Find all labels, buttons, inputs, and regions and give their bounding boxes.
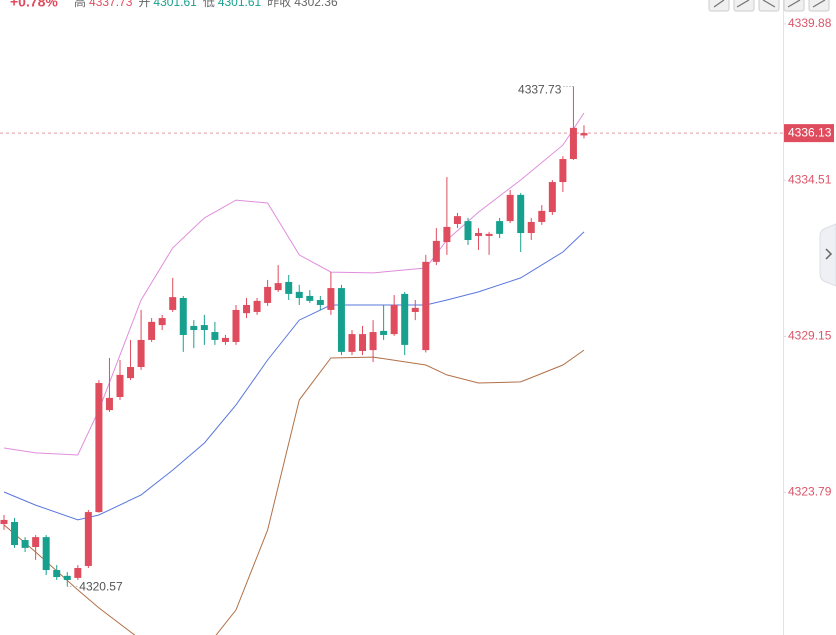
candle-body [116,374,124,398]
y-tick-label: 4334.51 [788,172,832,186]
candle-body [359,334,367,351]
candle-body [137,339,145,368]
tool-button[interactable] [808,0,830,12]
candle-body [285,281,293,294]
candle-body [74,568,82,578]
quote-label: 昨收 [267,0,291,9]
y-tick-label: 4323.79 [788,485,832,499]
change-percent: +0.78% [10,0,58,10]
candle-body [538,210,546,222]
candle-body [411,307,419,312]
candle-body [443,226,451,243]
candle-body [264,286,272,303]
quote-label: 高 [74,0,86,9]
y-tick-label: 4339.88 [788,16,832,30]
candle-body [21,540,29,548]
candle-body [11,521,19,545]
candle-body [306,295,314,301]
candle-body [105,397,113,411]
candle-body [127,367,135,379]
candle-body [0,519,8,525]
quote-label: 开 [138,0,150,9]
quote-value: 4301.61 [218,0,262,9]
side-tab[interactable] [819,223,836,287]
tool-icons [713,0,826,8]
candle-body [221,337,229,342]
plot-area: 4337.73 4320.57 [0,83,783,635]
y-tick-label: 4329.15 [788,329,832,343]
last-price-label: 4336.13 [788,125,832,139]
candle-body [274,283,282,291]
candle-body [517,194,525,234]
candle-body [569,127,577,160]
low-label: 4320.57 [79,580,123,594]
side-tab-chevron [825,248,833,260]
candle-body [316,300,324,305]
quote-value: 4337.73 [89,0,133,9]
candle-body [527,221,535,234]
candle-body [63,575,71,580]
side-tab-bg[interactable] [819,223,836,287]
candle-body [369,332,377,351]
candle-body [148,321,156,340]
candle-body [169,297,177,310]
candle-body [580,133,588,136]
candle-body [53,570,61,578]
quote-header: +0.78% 高 4337.73 开 4301.61 低 4301.61 昨收 4302.36 [10,0,338,10]
band-line [3,349,585,635]
candle-body [401,293,409,345]
quote-value: 4302.36 [294,0,338,9]
tool-button[interactable] [733,0,755,12]
candle-body [190,325,198,331]
candle-body [475,233,483,236]
candle-body [464,221,472,241]
candle-body [432,240,440,262]
candle-body [506,194,514,222]
candle-body [295,291,303,298]
quote-value: 4301.61 [153,0,197,9]
band-line [3,231,585,521]
candle-body [232,309,240,342]
toolbar [708,0,830,12]
candle-body [32,537,40,548]
candle-body [211,332,219,340]
candle-body [485,233,493,236]
candle-body [243,304,251,314]
candle-body [337,288,345,352]
candle-body [390,304,398,335]
candle-body [453,216,461,224]
candle-body [496,221,504,234]
candle-body [348,334,356,352]
candle-body [200,325,208,331]
tool-button[interactable] [783,0,805,12]
candle-body [327,288,335,310]
candle-body [253,300,261,312]
candle-body [158,318,166,326]
candle-body [559,159,567,183]
candle-body [548,182,556,213]
candle-body [84,512,92,566]
tool-button[interactable] [708,0,730,12]
high-label: 4337.73 [518,83,562,97]
band-line [3,112,585,456]
candle-body [179,297,187,335]
tool-button[interactable] [758,0,780,12]
candle-body [380,330,388,335]
candle-body [422,261,430,351]
quote-label: 低 [203,0,215,9]
candle-body [95,383,103,513]
candle-body [42,537,50,571]
last-price-box [784,124,834,143]
